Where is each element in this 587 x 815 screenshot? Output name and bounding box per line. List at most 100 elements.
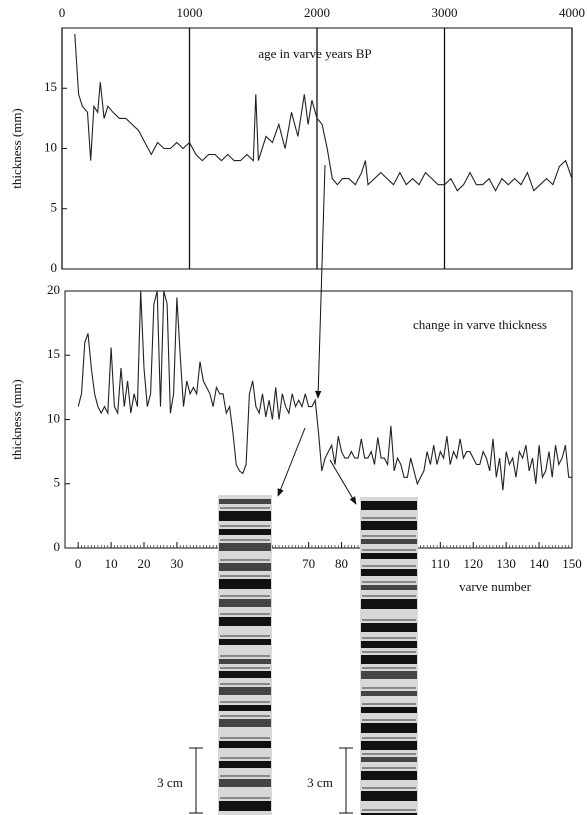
core-image xyxy=(360,497,418,815)
y-tick-label: 10 xyxy=(47,410,60,425)
core-layer xyxy=(362,517,416,519)
core-band xyxy=(361,791,417,801)
core-layer xyxy=(220,539,270,541)
core-layer xyxy=(220,757,270,759)
core-band xyxy=(361,771,417,780)
core-band xyxy=(219,499,271,504)
core-layer xyxy=(362,719,416,721)
core-band xyxy=(219,579,271,589)
core-layer xyxy=(362,595,416,597)
core-band xyxy=(219,741,271,748)
arrow xyxy=(329,459,357,505)
core-band xyxy=(219,529,271,535)
core-layer xyxy=(362,565,416,567)
core-band xyxy=(361,813,417,815)
core-band xyxy=(361,599,417,609)
x-tick-label: 10 xyxy=(105,556,118,571)
core-band xyxy=(219,617,271,626)
y-axis-label: thickness (mm) xyxy=(9,379,24,460)
core-band xyxy=(361,723,417,733)
y-tick-label: 20 xyxy=(47,282,60,297)
core-band xyxy=(219,779,271,787)
core-layer xyxy=(220,737,270,739)
x-tick-label: 4000 xyxy=(559,5,585,20)
core-band xyxy=(219,639,271,645)
core-layer xyxy=(220,575,270,577)
y-tick-label: 5 xyxy=(54,475,61,490)
core-band xyxy=(219,761,271,768)
x-tick-label: 110 xyxy=(431,556,450,571)
core-band xyxy=(361,623,417,632)
core-layer xyxy=(362,619,416,621)
core-layer xyxy=(220,715,270,717)
core-layer xyxy=(362,651,416,653)
x-tick-label: 20 xyxy=(138,556,151,571)
core-layer xyxy=(220,507,270,509)
core-layer xyxy=(362,767,416,769)
core-band xyxy=(361,671,417,679)
core-band xyxy=(219,801,271,811)
core-band xyxy=(219,659,271,664)
core-band xyxy=(219,671,271,678)
core-band xyxy=(219,599,271,607)
core-layer xyxy=(362,549,416,551)
core-band xyxy=(219,719,271,727)
core-layer xyxy=(362,809,416,811)
annotation: change in varve thickness xyxy=(413,317,547,332)
core-band xyxy=(361,539,417,544)
arrow xyxy=(277,427,306,497)
x-tick-label: 30 xyxy=(170,556,183,571)
x-axis-label: varve number xyxy=(459,579,532,594)
y-tick-label: 0 xyxy=(51,260,58,275)
core-band xyxy=(361,501,417,510)
core-layer xyxy=(362,787,416,789)
core-band xyxy=(361,757,417,762)
core-band xyxy=(361,655,417,664)
y-axis-label: thickness (mm) xyxy=(9,108,24,189)
core-layer xyxy=(362,703,416,705)
data-line xyxy=(77,290,572,491)
core-band xyxy=(361,521,417,530)
core-layer xyxy=(362,581,416,583)
core-image xyxy=(218,495,272,815)
arrow xyxy=(315,164,326,399)
core-band xyxy=(361,585,417,590)
core-layer xyxy=(220,613,270,615)
core-layer xyxy=(220,775,270,777)
scale-label: 3 cm xyxy=(307,775,333,790)
x-tick-label: 3000 xyxy=(432,5,458,20)
scale-label: 3 cm xyxy=(157,775,183,790)
core-band xyxy=(361,691,417,696)
data-line xyxy=(74,33,573,192)
core-layer xyxy=(362,637,416,639)
core-band xyxy=(219,563,271,571)
x-tick-label: 130 xyxy=(496,556,516,571)
x-tick-label: 120 xyxy=(463,556,483,571)
y-tick-label: 10 xyxy=(44,139,57,154)
core-band xyxy=(219,687,271,695)
core-layer xyxy=(362,535,416,537)
core-layer xyxy=(220,525,270,527)
y-tick-label: 5 xyxy=(51,200,58,215)
y-tick-label: 15 xyxy=(47,346,60,361)
core-layer xyxy=(362,737,416,739)
core-layer xyxy=(220,559,270,561)
x-tick-label: 2000 xyxy=(304,5,330,20)
x-tick-label: 0 xyxy=(75,556,82,571)
core-band xyxy=(219,705,271,711)
core-layer xyxy=(362,687,416,689)
core-layer xyxy=(220,701,270,703)
x-tick-label: 150 xyxy=(562,556,582,571)
core-layer xyxy=(220,797,270,799)
core-layer xyxy=(220,635,270,637)
core-layer xyxy=(220,683,270,685)
x-tick-label: 140 xyxy=(529,556,549,571)
y-tick-label: 15 xyxy=(44,79,57,94)
core-layer xyxy=(220,655,270,657)
core-layer xyxy=(220,667,270,669)
x-tick-label: 70 xyxy=(302,556,315,571)
x-tick-label: 0 xyxy=(59,5,66,20)
core-layer xyxy=(220,595,270,597)
core-band xyxy=(361,569,417,576)
